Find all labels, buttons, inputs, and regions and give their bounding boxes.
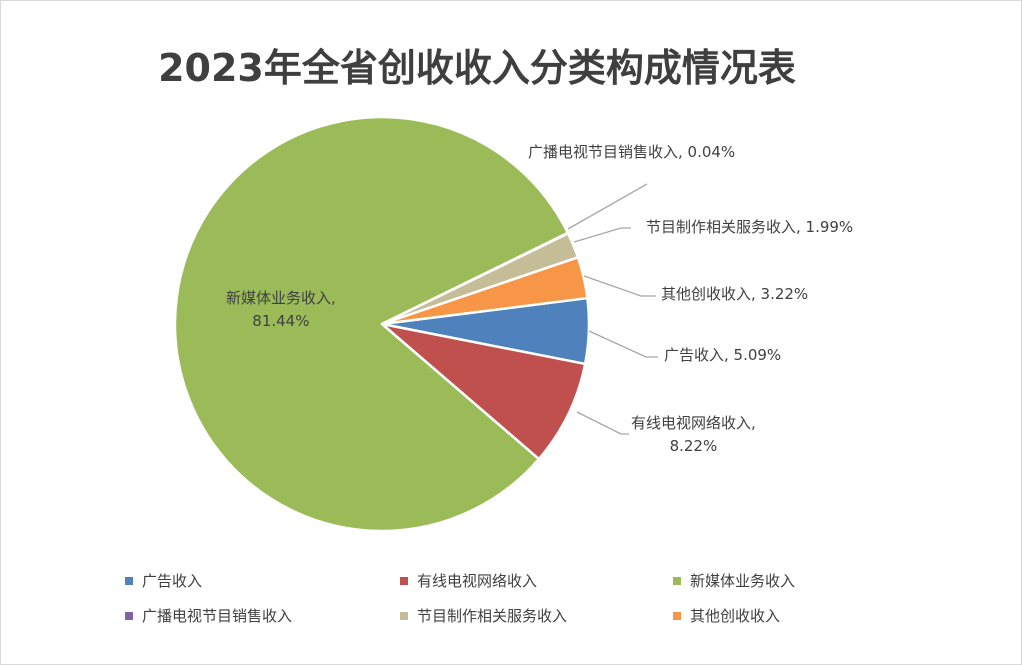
legend-swatch bbox=[673, 611, 681, 620]
legend-swatch bbox=[400, 576, 408, 585]
data-label-cable: 有线电视网络收入, 8.22% bbox=[631, 412, 756, 458]
legend-item-newmedia: 新媒体业务收入 bbox=[673, 570, 795, 591]
chart-title: 2023年全省创收收入分类构成情况表 bbox=[158, 46, 796, 90]
data-label-ad: 广告收入, 5.09% bbox=[664, 346, 782, 364]
legend-swatch bbox=[125, 611, 133, 620]
legend-label: 其他创收收入 bbox=[690, 607, 781, 625]
legend-item-ad: 广告收入 bbox=[125, 570, 202, 591]
data-label-cable-name: 有线电视网络收入, bbox=[631, 414, 756, 432]
data-label-production: 节目制作相关服务收入, 1.99% bbox=[646, 218, 854, 236]
legend-item-other: 其他创收收入 bbox=[673, 605, 780, 626]
legend-swatch bbox=[400, 611, 408, 620]
pie-slice-1 bbox=[380, 322, 587, 461]
legend-label: 广告收入 bbox=[142, 572, 203, 590]
leader-line-production bbox=[573, 227, 631, 243]
pie-slice-5 bbox=[380, 256, 589, 326]
leader-line-other bbox=[583, 275, 656, 297]
leader-line-ad bbox=[588, 330, 658, 358]
data-label-cable-value: 8.22% bbox=[669, 437, 718, 455]
data-label-other: 其他创收收入, 3.22% bbox=[661, 285, 809, 303]
data-label-newmedia-value: 81.44% bbox=[252, 312, 310, 330]
legend-swatch bbox=[673, 576, 681, 585]
legend-label: 新媒体业务收入 bbox=[690, 572, 796, 590]
legend-item-cable: 有线电视网络收入 bbox=[400, 570, 537, 591]
legend-label: 有线电视网络收入 bbox=[417, 572, 538, 590]
legend-swatch bbox=[125, 576, 133, 585]
data-label-broadcast: 广播电视节目销售收入, 0.04% bbox=[528, 143, 736, 161]
legend-label: 节目制作相关服务收入 bbox=[417, 607, 568, 625]
leader-line-cable bbox=[576, 411, 629, 435]
legend-label: 广播电视节目销售收入 bbox=[142, 607, 293, 625]
data-label-newmedia-name: 新媒体业务收入, bbox=[226, 289, 336, 307]
pie-slice-2 bbox=[173, 115, 570, 533]
data-label-newmedia: 新媒体业务收入, 81.44% bbox=[226, 287, 336, 333]
legend-item-production: 节目制作相关服务收入 bbox=[400, 605, 567, 626]
leader-line-broadcast bbox=[567, 183, 648, 230]
legend-item-broadcast: 广播电视节目销售收入 bbox=[125, 605, 292, 626]
